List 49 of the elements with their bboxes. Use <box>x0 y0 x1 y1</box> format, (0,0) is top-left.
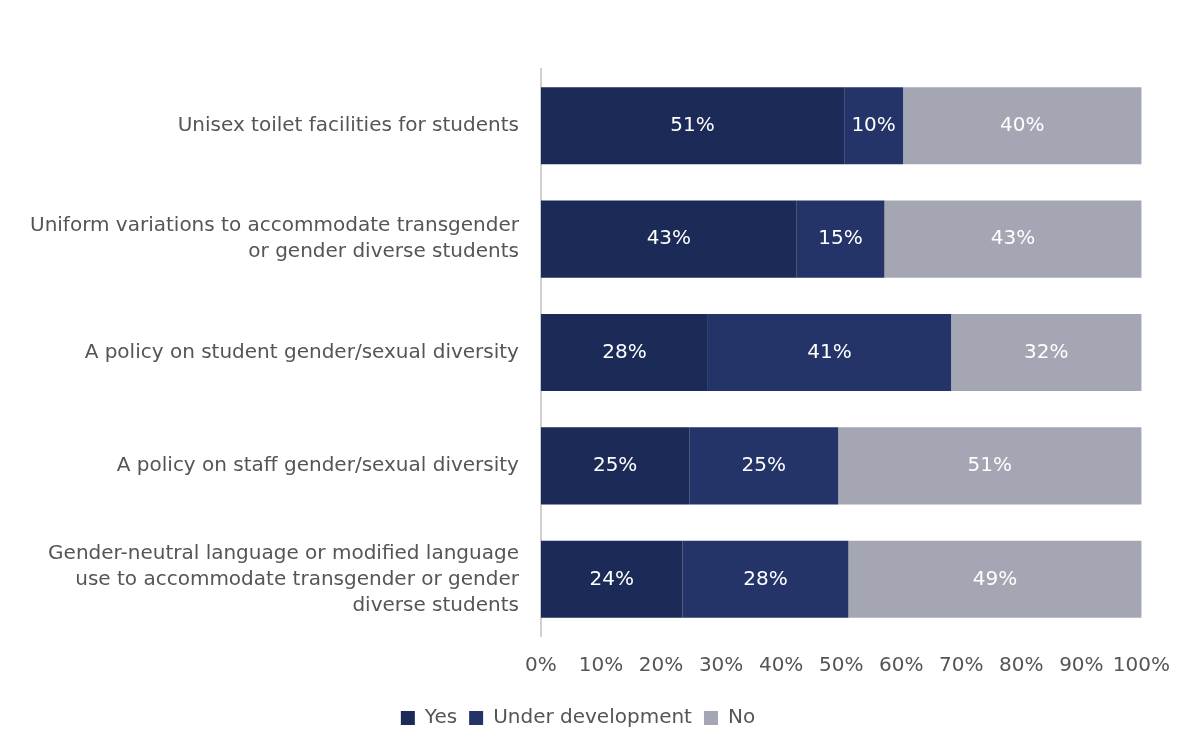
x-tick-label: 100% <box>1112 652 1170 677</box>
x-tick-label: 0% <box>525 652 557 677</box>
bar <box>540 313 708 392</box>
y-tick-label: Gender-neutral language or modified language use to accommodate transgender or gender diverse students <box>48 539 520 616</box>
legend-label: No <box>727 704 756 729</box>
y-tick-label: Uniform variations to accommodate transgender or gender diverse students <box>30 212 520 263</box>
bar <box>707 313 952 392</box>
data-label: 10% <box>851 111 896 136</box>
data-label: 40% <box>1000 111 1045 136</box>
bar <box>903 87 1142 165</box>
x-tick-label: 20% <box>638 652 684 677</box>
bar <box>848 540 1142 618</box>
bar <box>540 427 690 505</box>
legend-label: Yes <box>423 704 458 729</box>
data-label: 28% <box>743 565 788 590</box>
x-tick-label: 10% <box>578 652 624 677</box>
bar <box>682 540 849 618</box>
x-tick-label: 30% <box>698 652 744 677</box>
data-label: 49% <box>972 565 1018 590</box>
data-label: 25% <box>592 452 638 477</box>
bar <box>689 427 839 505</box>
data-label: 28% <box>602 338 647 363</box>
legend-label: Under development <box>493 704 693 729</box>
data-label: 25% <box>741 452 786 477</box>
x-tick-label: 70% <box>939 652 984 677</box>
bar <box>951 313 1142 392</box>
bar <box>884 200 1142 278</box>
bar <box>540 87 845 165</box>
data-label: 41% <box>807 338 852 363</box>
y-tick-label: Unisex toilet facilities for students <box>177 111 519 136</box>
bar <box>540 540 683 618</box>
data-label: 43% <box>990 225 1036 250</box>
x-tick-label: 50% <box>818 652 864 677</box>
bar <box>838 427 1142 505</box>
data-label: 51% <box>967 452 1013 477</box>
x-tick-label: 40% <box>758 652 804 677</box>
data-label: 43% <box>646 225 692 250</box>
data-label: 15% <box>818 225 863 250</box>
bar <box>540 200 797 278</box>
x-tick-label: 90% <box>1059 652 1104 677</box>
y-tick-label: A policy on staff gender/sexual diversity <box>116 452 520 477</box>
bar <box>796 200 885 278</box>
y-tick-label: A policy on student gender/sexual diversity <box>84 338 520 363</box>
data-label: 51% <box>670 111 715 136</box>
data-label: 24% <box>589 565 635 590</box>
x-tick-label: 80% <box>999 652 1044 677</box>
bar <box>844 87 904 165</box>
x-tick-label: 60% <box>879 652 924 677</box>
data-label: 32% <box>1024 338 1069 363</box>
